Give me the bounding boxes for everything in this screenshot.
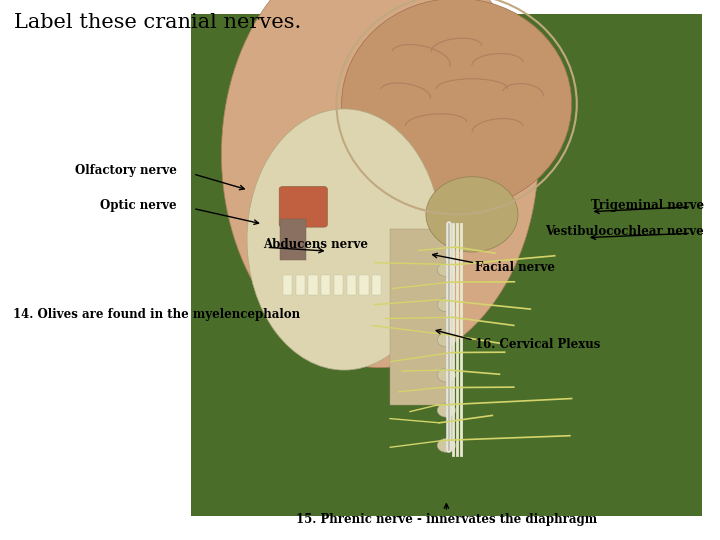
Text: Vestibulocochlear nerve: Vestibulocochlear nerve bbox=[546, 225, 704, 238]
Circle shape bbox=[437, 192, 456, 206]
Bar bbox=[372, 275, 382, 295]
Bar bbox=[191, 14, 702, 516]
Ellipse shape bbox=[426, 177, 518, 252]
Bar bbox=[296, 275, 305, 295]
Ellipse shape bbox=[222, 0, 539, 368]
Text: Olfactory nerve: Olfactory nerve bbox=[75, 164, 176, 177]
Circle shape bbox=[437, 263, 456, 276]
Circle shape bbox=[437, 403, 456, 417]
Text: Optic nerve: Optic nerve bbox=[100, 199, 176, 212]
Circle shape bbox=[437, 227, 456, 241]
Circle shape bbox=[437, 438, 456, 453]
Bar bbox=[334, 275, 343, 295]
Text: 15. Phrenic nerve - innervates the diaphragm: 15. Phrenic nerve - innervates the diaph… bbox=[296, 513, 597, 526]
Bar bbox=[321, 275, 330, 295]
Bar bbox=[359, 275, 369, 295]
Ellipse shape bbox=[247, 109, 441, 370]
Text: Trigeminal nerve: Trigeminal nerve bbox=[591, 199, 704, 212]
Text: 14. Olives are found in the myelencephalon: 14. Olives are found in the myelencephal… bbox=[13, 308, 300, 321]
Bar bbox=[347, 275, 356, 295]
Bar bbox=[283, 275, 292, 295]
Text: Label these cranial nerves.: Label these cranial nerves. bbox=[14, 14, 302, 32]
Text: Facial nerve: Facial nerve bbox=[475, 261, 555, 274]
Circle shape bbox=[437, 368, 456, 382]
Circle shape bbox=[437, 298, 456, 312]
Circle shape bbox=[437, 333, 456, 347]
Ellipse shape bbox=[341, 0, 572, 210]
Bar bbox=[308, 275, 318, 295]
Bar bbox=[390, 230, 451, 405]
Bar bbox=[280, 219, 306, 260]
Text: 16. Cervical Plexus: 16. Cervical Plexus bbox=[475, 338, 600, 351]
FancyBboxPatch shape bbox=[279, 186, 328, 227]
Text: Abducens nerve: Abducens nerve bbox=[263, 238, 368, 251]
